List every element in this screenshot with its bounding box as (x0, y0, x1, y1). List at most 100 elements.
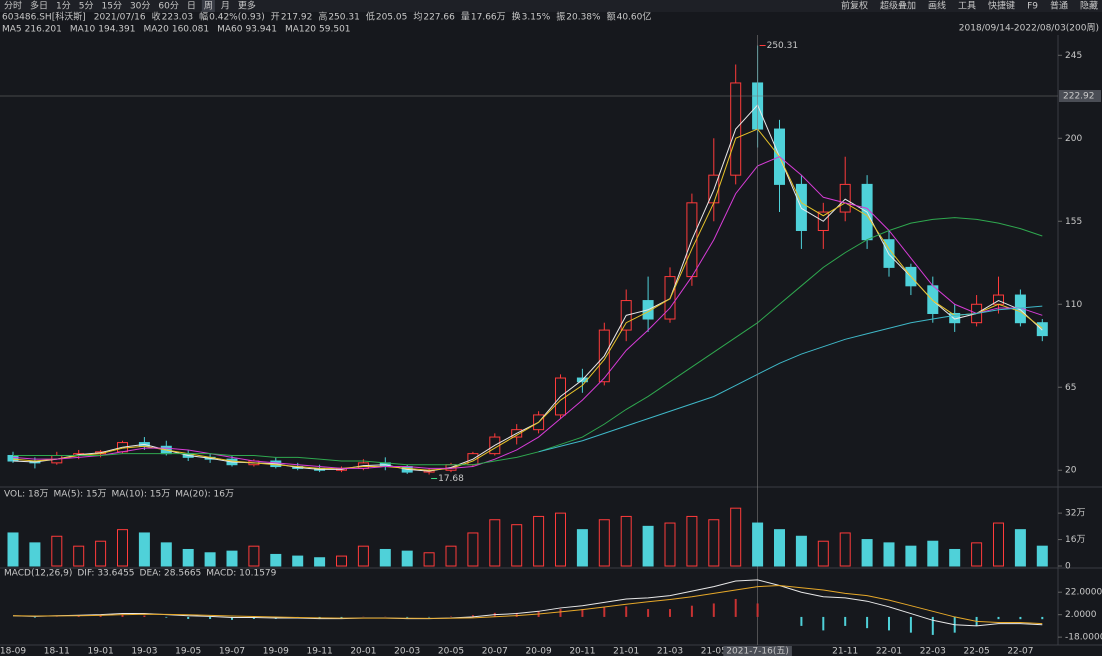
ma-legend-value: 93.941 (245, 25, 277, 35)
volume-bar (401, 550, 413, 567)
quote-value: 0.42%(0.93) (209, 13, 265, 23)
volume-bar (423, 552, 435, 567)
y-tick-label: 0 (1065, 562, 1071, 572)
tool-button[interactable]: 前复权 (841, 0, 868, 12)
period-tab[interactable]: 60分 (158, 1, 178, 12)
volume-bar (117, 529, 128, 567)
quote-value: 205.05 (376, 13, 408, 23)
volume-bar (927, 540, 939, 567)
panel-legend: MA(10): 15万 (111, 490, 170, 500)
panel-legend: DIF: 33.6455 (77, 569, 134, 579)
y-tick-label: 200 (1065, 134, 1082, 144)
panel-legend: MACD: 10.1579 (206, 569, 276, 579)
volume-bar (511, 524, 523, 567)
period-tab[interactable]: 5分 (79, 1, 94, 12)
volume-bar (1014, 529, 1026, 567)
x-tick-label: 18-11 (44, 647, 70, 656)
volume-bar (336, 555, 347, 567)
y-tick-label: 32万 (1065, 509, 1085, 519)
tool-button[interactable]: 画线 (928, 0, 946, 12)
ma-line (12, 156, 1043, 469)
x-tick-label: 22-01 (876, 647, 902, 656)
quote-label: 均 (413, 11, 422, 23)
active-tab (201, 0, 215, 12)
volume-bar (182, 548, 194, 567)
period-tab[interactable]: 更多 (238, 0, 256, 12)
x-tick-label: 19-09 (263, 647, 289, 656)
volume-bar (51, 535, 63, 567)
period-tab[interactable]: 周 (204, 1, 213, 12)
volume-bar (95, 540, 107, 567)
y-tick-label: 155 (1065, 217, 1082, 227)
ma-legend-name: MA60 (217, 25, 243, 35)
period-tab[interactable]: 分时 (4, 0, 22, 12)
volume-bar (379, 548, 391, 567)
tool-button[interactable]: 快捷键 (988, 0, 1015, 12)
ma-legend-value: 59.501 (319, 25, 351, 35)
quote-value: 20.38% (566, 13, 601, 23)
tool-button[interactable]: 隐藏 (1080, 0, 1098, 12)
volume-bar (664, 522, 676, 567)
x-tick-label: 20-09 (526, 647, 552, 656)
ma-legend-value: 160.081 (172, 25, 209, 35)
crosshair-price-box (1059, 90, 1101, 103)
y-tick-label: 22.0000 (1065, 588, 1102, 598)
quote-label: 额 (607, 11, 616, 23)
tool-button[interactable]: F9 (1027, 2, 1038, 12)
quote-value: 3.15% (522, 13, 551, 23)
period-tab[interactable]: 30分 (130, 1, 150, 12)
ma-line (13, 217, 1043, 466)
volume-bar (138, 532, 150, 567)
ma-line (538, 305, 1043, 453)
volume-bar (576, 529, 588, 567)
volume-bar (533, 515, 545, 567)
volume-bar (752, 522, 764, 567)
x-tick-label: 20-01 (350, 647, 376, 656)
x-tick-label: 21-11 (832, 647, 858, 656)
x-tick-label: 19-05 (175, 647, 201, 656)
x-tick-label: 20-11 (569, 647, 595, 656)
candle-body (927, 285, 939, 314)
panel-legend: MA(5): 15万 (53, 490, 106, 500)
macd-line (12, 579, 1043, 627)
macd-line (12, 584, 1043, 625)
range-text: 2018/09/14-2022/08/03(200周) (959, 23, 1099, 34)
volume-bar (445, 545, 457, 567)
stock-code: 603486.SH[科沃斯] (2, 11, 86, 23)
quote-label: 低 (366, 11, 375, 23)
panel-legend: MACD(12,26,9) (4, 569, 72, 579)
x-tick-label: 21-01 (613, 647, 639, 656)
volume-bar (160, 542, 172, 567)
y-tick-label: 245 (1065, 51, 1082, 61)
period-tab[interactable]: 多日 (30, 0, 48, 12)
y-tick-label: 16万 (1065, 535, 1085, 545)
ma-legend-name: MA20 (143, 25, 169, 35)
quote-label: 振 (556, 11, 565, 23)
ma-legend-name: MA5 (2, 25, 22, 35)
quote-label: 收 (152, 11, 161, 23)
toolbar-bg (0, 0, 1102, 12)
volume-bar (817, 540, 829, 567)
quote-value: 40.60亿 (617, 11, 652, 23)
x-tick-label: 2021-7-16(五) (726, 647, 789, 656)
period-tab[interactable]: 日 (187, 1, 196, 12)
volume-bar (73, 545, 85, 567)
tool-button[interactable]: 普通 (1050, 0, 1068, 12)
period-tab[interactable]: 月 (221, 1, 230, 12)
y-tick-label: 2.0000 (1065, 610, 1097, 620)
volume-bar (467, 532, 479, 567)
quote-label: 量 (461, 12, 470, 23)
quote-value: 217.92 (281, 13, 313, 23)
volume-bar (1036, 545, 1048, 567)
volume-bar (839, 532, 851, 567)
x-tick-label: 19-03 (131, 647, 157, 656)
period-tab[interactable]: 1分 (56, 1, 71, 12)
quote-date: 2021/07/16 (94, 13, 146, 23)
x-tick-label: 19-01 (88, 647, 114, 656)
tool-button[interactable]: 超级叠加 (880, 0, 916, 12)
period-tab[interactable]: 15分 (102, 1, 122, 12)
candle-body (839, 183, 851, 213)
tool-button[interactable]: 工具 (958, 1, 976, 12)
